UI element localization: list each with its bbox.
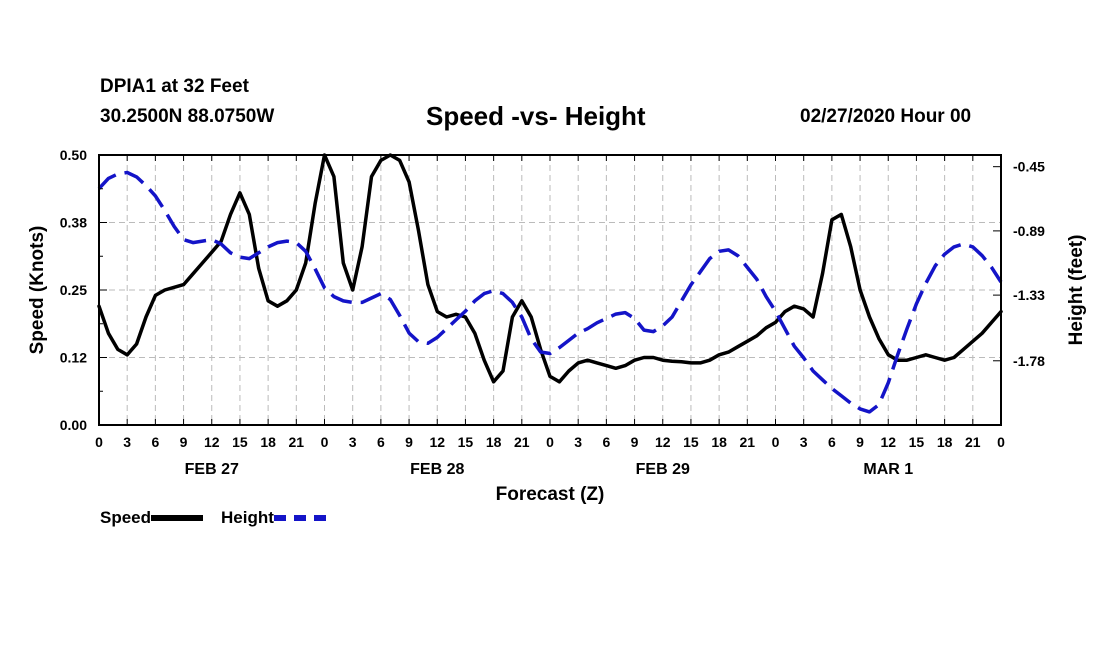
- x-tick-label: 3: [574, 434, 582, 450]
- series-line-height: [97, 170, 1003, 414]
- station-label: DPIA1 at 32 Feet: [100, 76, 249, 97]
- x-tick-label: 15: [683, 434, 699, 450]
- left-y-tick-label: 0.50: [60, 147, 87, 163]
- x-tick-label: 21: [740, 434, 756, 450]
- x-tick-label: 12: [204, 434, 220, 450]
- x-tick-label: 12: [655, 434, 671, 450]
- day-label: FEB 29: [636, 461, 690, 478]
- day-label: FEB 28: [410, 461, 464, 478]
- left-y-tick-label: 0.12: [60, 350, 87, 366]
- right-y-axis-label: Height (feet): [1066, 235, 1087, 346]
- legend-speed-label: Speed: [100, 508, 152, 527]
- day-label: MAR 1: [863, 461, 913, 478]
- x-tick-label: 0: [321, 434, 329, 450]
- x-tick-label: 3: [349, 434, 357, 450]
- right-y-tick-label: -1.33: [1013, 287, 1045, 303]
- legend-height-label: Height: [221, 508, 274, 527]
- x-tick-label: 3: [800, 434, 808, 450]
- legend-height-swatch: [273, 515, 326, 521]
- left-y-tick-label: 0.38: [60, 215, 87, 231]
- series-layer: [97, 153, 1003, 414]
- x-tick-label: 6: [828, 434, 836, 450]
- x-tick-label: 9: [631, 434, 639, 450]
- x-tick-label: 9: [180, 434, 188, 450]
- x-tick-label: 21: [965, 434, 981, 450]
- x-tick-label: 15: [909, 434, 925, 450]
- left-y-axis-label: Speed (Knots): [27, 226, 48, 355]
- x-tick-label: 3: [123, 434, 131, 450]
- legend-item-height: Height: [221, 508, 326, 528]
- left-y-tick-label: 0.00: [60, 417, 87, 433]
- x-tick-label: 0: [997, 434, 1005, 450]
- x-tick-label: 15: [232, 434, 248, 450]
- tick-layer: 0 3 6 9 12 15 18 21 0 3 6 9 12 15 18 21 0 3 6 9 12 15 18 21 0 3 6 9…: [60, 147, 1045, 478]
- x-tick-label: 6: [377, 434, 385, 450]
- x-tick-label: 6: [602, 434, 610, 450]
- x-tick-label: 12: [429, 434, 445, 450]
- forecast-date-label: 02/27/2020 Hour 00: [800, 106, 972, 127]
- series-line-speed: [97, 153, 1003, 384]
- chart-legend: Speed Height: [100, 508, 344, 528]
- x-tick-label: 0: [546, 434, 554, 450]
- day-label: FEB 27: [185, 461, 239, 478]
- x-tick-label: 6: [151, 434, 159, 450]
- x-tick-label: 9: [856, 434, 864, 450]
- right-y-tick-label: -1.78: [1013, 353, 1045, 369]
- x-tick-label: 18: [486, 434, 502, 450]
- chart-title: Speed -vs- Height: [426, 101, 646, 131]
- right-y-tick-label: -0.89: [1013, 223, 1045, 239]
- x-tick-label: 18: [260, 434, 276, 450]
- grid-layer: [99, 155, 1001, 425]
- x-tick-label: 9: [405, 434, 413, 450]
- x-tick-label: 12: [880, 434, 896, 450]
- x-tick-label: 21: [514, 434, 530, 450]
- x-tick-label: 0: [95, 434, 103, 450]
- x-tick-label: 21: [289, 434, 305, 450]
- x-tick-label: 18: [711, 434, 727, 450]
- x-tick-label: 0: [772, 434, 780, 450]
- x-tick-label: 18: [937, 434, 953, 450]
- coordinates-label: 30.2500N 88.0750W: [100, 106, 275, 127]
- legend-speed-swatch: [151, 515, 204, 521]
- x-axis-label: Forecast (Z): [496, 484, 605, 505]
- x-tick-label: 15: [458, 434, 474, 450]
- right-y-tick-label: -0.45: [1013, 159, 1045, 175]
- legend-item-speed: Speed: [100, 508, 204, 528]
- left-y-tick-label: 0.25: [60, 282, 87, 298]
